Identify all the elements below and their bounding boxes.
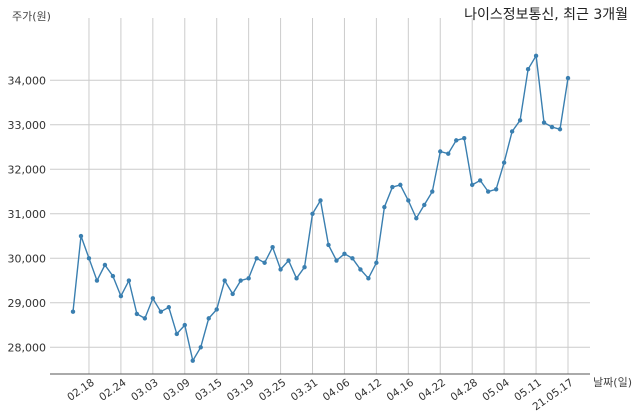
data-point <box>414 216 419 221</box>
grid-lines <box>50 18 590 374</box>
data-point <box>477 178 483 183</box>
data-point <box>238 278 243 283</box>
data-point <box>374 260 379 265</box>
data-point <box>398 182 403 188</box>
data-point <box>174 331 179 337</box>
data-point <box>78 233 84 239</box>
y-tick-label: 32,000 <box>8 163 47 176</box>
x-tick-label: 02.18 <box>65 377 97 404</box>
x-tick-label: 02.24 <box>97 376 129 403</box>
y-tick-label: 31,000 <box>8 208 47 221</box>
y-axis-label: 주가(원) <box>12 10 51 23</box>
data-point <box>422 202 427 208</box>
x-tick-label: 05.04 <box>480 376 512 403</box>
data-point <box>126 278 132 283</box>
data-point <box>382 204 387 210</box>
series-stock-price <box>70 53 571 363</box>
y-tick-label: 28,000 <box>8 341 47 354</box>
data-point <box>182 322 187 328</box>
series-line <box>72 53 569 363</box>
data-point <box>493 187 499 192</box>
data-point <box>230 291 235 297</box>
data-point <box>541 120 547 125</box>
data-point <box>318 198 323 203</box>
data-point <box>565 75 571 81</box>
x-axis-ticks: 02.18 02.24 03.03 03.09 03.15 03.19 03.25 03.31… <box>65 376 576 413</box>
data-point <box>222 278 227 283</box>
x-tick-label: 03.15 <box>193 377 225 404</box>
data-point <box>350 256 355 261</box>
data-point <box>557 127 563 132</box>
x-tick-label: 04.12 <box>353 377 385 404</box>
data-point <box>270 244 275 250</box>
data-point <box>286 258 291 263</box>
data-point <box>70 309 76 314</box>
data-point <box>462 135 467 141</box>
x-tick-label: 04.06 <box>321 376 353 403</box>
data-point <box>94 278 100 283</box>
y-tick-label: 29,000 <box>8 297 47 310</box>
data-point <box>406 198 411 203</box>
data-point <box>166 305 172 310</box>
data-point <box>485 189 491 194</box>
data-point <box>326 242 331 248</box>
x-tick-label: 03.19 <box>225 377 257 404</box>
x-tick-label: 04.28 <box>448 377 480 404</box>
data-point <box>86 256 92 261</box>
data-point <box>118 293 124 299</box>
x-tick-label: 03.03 <box>129 377 161 404</box>
data-point <box>469 182 475 188</box>
data-point <box>134 311 140 317</box>
data-point <box>366 276 371 281</box>
data-point <box>525 66 531 72</box>
data-point <box>302 265 307 270</box>
data-point <box>430 189 435 194</box>
data-point <box>246 276 251 281</box>
data-point <box>454 138 459 143</box>
x-axis-label: 날짜(일) <box>593 376 632 389</box>
data-point <box>190 358 195 363</box>
data-point <box>150 296 156 301</box>
data-point <box>206 316 211 321</box>
data-point <box>158 309 164 314</box>
data-point <box>254 256 259 261</box>
data-point <box>501 160 507 165</box>
data-point <box>310 211 315 216</box>
data-point <box>278 267 283 272</box>
data-point <box>262 260 267 265</box>
data-point <box>214 307 219 312</box>
x-tick-label: 04.16 <box>385 376 417 403</box>
y-axis-ticks: 28,000 29,000 30,000 31,000 32,000 33,000 34,0… <box>8 74 47 354</box>
x-tick-label: 03.25 <box>257 377 289 404</box>
data-point <box>509 129 515 134</box>
data-point <box>334 258 339 263</box>
x-tick-label: 03.09 <box>161 377 193 404</box>
data-point <box>549 124 555 130</box>
data-point <box>294 276 299 281</box>
data-point <box>438 149 443 154</box>
chart-title: 나이스정보통신, 최근 3개월 <box>464 7 628 23</box>
data-point <box>517 118 523 123</box>
data-point <box>110 273 116 279</box>
data-point <box>390 184 395 190</box>
y-tick-label: 33,000 <box>8 119 47 132</box>
y-tick-label: 30,000 <box>8 252 47 265</box>
data-point <box>142 316 148 321</box>
data-point <box>198 345 203 350</box>
data-point <box>446 151 451 156</box>
data-point <box>342 251 347 257</box>
x-tick-label: 03.31 <box>289 377 321 404</box>
data-point <box>102 262 108 268</box>
data-point <box>533 53 539 59</box>
data-point <box>358 267 363 272</box>
y-tick-label: 34,000 <box>8 74 47 87</box>
x-tick-label: 04.22 <box>416 377 448 404</box>
